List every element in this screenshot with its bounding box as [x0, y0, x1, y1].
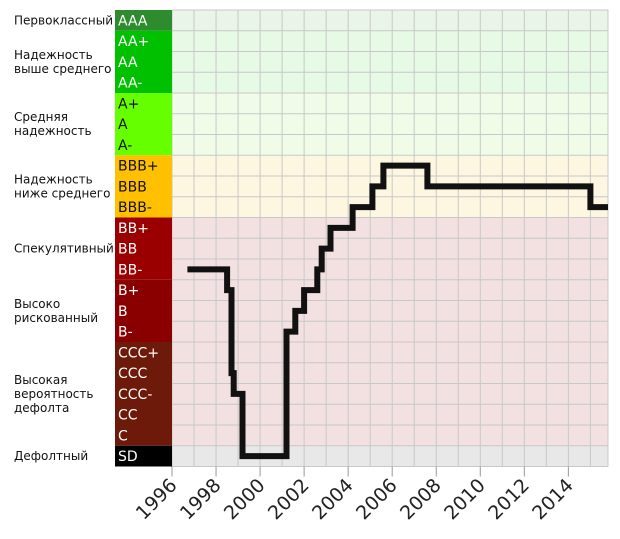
rating-label: AA+	[118, 34, 149, 50]
rating-label: BB-	[118, 262, 142, 278]
x-tick-label: 2002	[264, 474, 314, 524]
group-label: Спекулятивный	[14, 242, 114, 256]
rating-label: AA-	[118, 76, 142, 92]
x-tick-label: 2010	[440, 474, 490, 524]
rating-group-cell-0	[115, 10, 172, 31]
group-label: Дефолтный	[14, 449, 88, 463]
rating-label: B	[118, 304, 128, 320]
x-tick-label: 2006	[352, 474, 402, 524]
group-label: дефолта	[14, 401, 69, 415]
rating-series-line	[187, 162, 608, 460]
rating-group-cell-2	[115, 93, 172, 156]
x-tick-label: 2004	[308, 474, 358, 524]
rating-label: BBB+	[118, 159, 159, 175]
group-label: Надежность	[14, 48, 93, 62]
rating-group-cell-6	[115, 342, 172, 446]
band-4	[172, 217, 608, 280]
rating-label: CC	[118, 408, 138, 424]
rating-label: BBB-	[118, 200, 152, 216]
rating-label: BBB	[118, 179, 147, 195]
series-line-0	[187, 162, 608, 460]
band-7	[172, 445, 608, 467]
rating-label: A	[118, 117, 128, 133]
rating-label: A-	[118, 138, 132, 154]
rating-group-cell-3	[115, 155, 172, 218]
group-label: Первоклассный	[14, 13, 113, 27]
x-tick-label: 1998	[176, 474, 226, 524]
rating-label: BB	[118, 242, 137, 258]
group-label: выше среднего	[14, 62, 112, 76]
group-label: ниже среднего	[14, 186, 110, 200]
group-label: вероятность	[14, 387, 93, 401]
rating-group-cell-1	[115, 30, 172, 93]
rating-label: B-	[118, 325, 133, 341]
rating-label: C	[118, 428, 128, 444]
rating-label: B+	[118, 283, 139, 299]
rating-group-cell-4	[115, 217, 172, 280]
group-label: Надежность	[14, 172, 93, 186]
rating-label: A+	[118, 96, 139, 112]
band-5	[172, 279, 608, 342]
rating-scale-column: AAAAA+AAAA-A+AA-BBB+BBBBBB-BB+BBBB-B+BB-…	[115, 10, 172, 467]
band-2	[172, 93, 608, 156]
rating-label: CCC+	[118, 345, 159, 361]
rating-label: CCC	[118, 366, 148, 382]
group-label: Высокая	[14, 373, 67, 387]
band-0	[172, 10, 608, 31]
band-1	[172, 30, 608, 93]
rating-label: CCC-	[118, 387, 152, 403]
rating-label: SD	[118, 449, 138, 465]
rating-label: AAA	[118, 13, 148, 29]
x-tick-label: 2012	[484, 474, 534, 524]
rating-group-cell-7	[115, 445, 172, 467]
group-label: надежность	[14, 124, 92, 138]
rating-label: BB+	[118, 221, 149, 237]
x-tick-label: 2008	[396, 474, 446, 524]
group-label: рискованный	[14, 311, 98, 325]
group-label: Средняя	[14, 110, 68, 124]
x-tick-label: 2014	[528, 474, 578, 524]
x-tick-label: 1996	[132, 474, 182, 524]
rating-label: AA	[118, 55, 138, 71]
rating-group-cell-5	[115, 279, 172, 342]
x-tick-label: 2000	[220, 474, 270, 524]
group-label: Высоко	[14, 297, 60, 311]
